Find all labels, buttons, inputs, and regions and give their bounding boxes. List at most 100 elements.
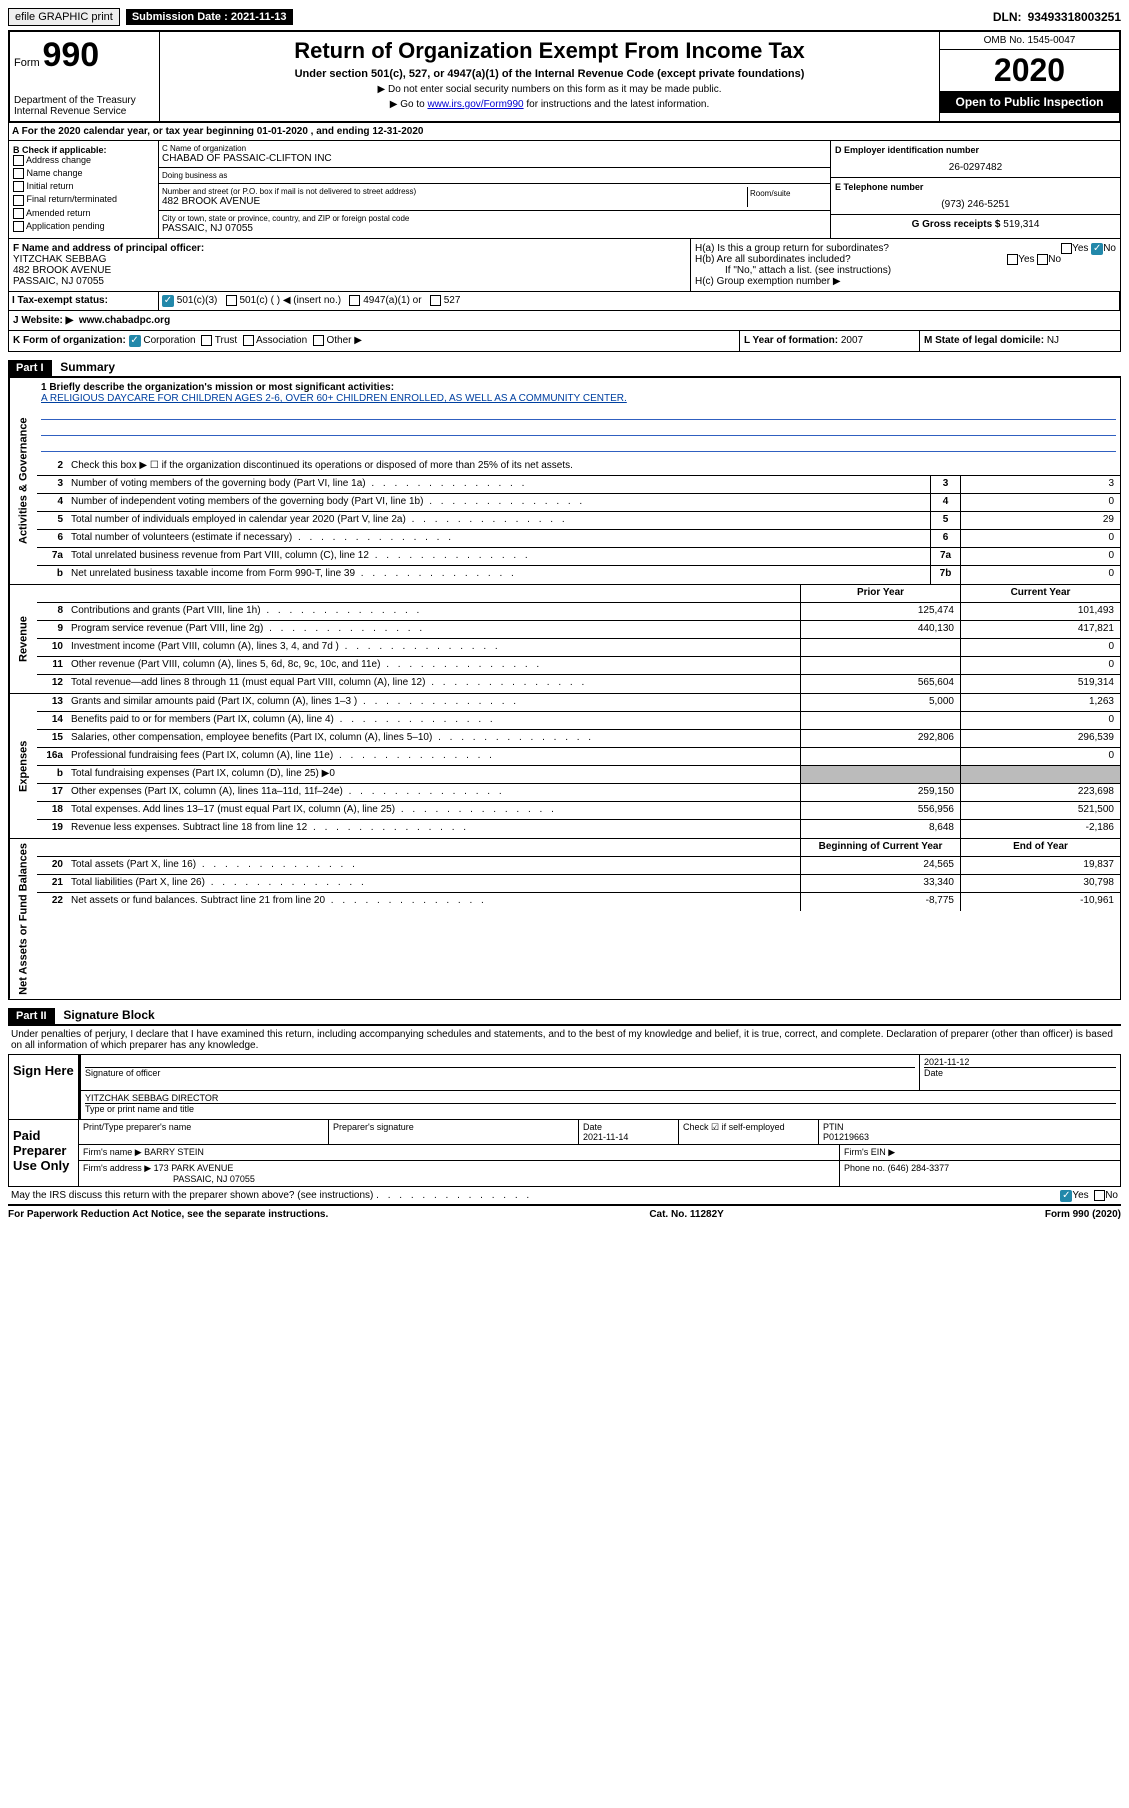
table-row: 5 Total number of individuals employed i… <box>37 512 1120 530</box>
row-k: K Form of organization: ✓ Corporation Tr… <box>8 331 1121 352</box>
officer-addr1: 482 BROOK AVENUE <box>13 265 111 276</box>
q1-label: 1 Briefly describe the organization's mi… <box>41 382 394 393</box>
expenses-table: Expenses 13 Grants and similar amounts p… <box>8 694 1121 839</box>
chk-initial-return[interactable]: Initial return <box>13 181 154 192</box>
chk-address-change[interactable]: Address change <box>13 155 154 166</box>
footer: For Paperwork Reduction Act Notice, see … <box>8 1206 1121 1223</box>
table-row: 20 Total assets (Part X, line 16) 24,565… <box>37 857 1120 875</box>
netassets-table: Net Assets or Fund Balances Beginning of… <box>8 839 1121 1000</box>
city-label: City or town, state or province, country… <box>162 214 827 223</box>
phone-value: (973) 246-5251 <box>835 193 1116 210</box>
officer-label: F Name and address of principal officer: <box>13 243 204 254</box>
table-row: 17 Other expenses (Part IX, column (A), … <box>37 784 1120 802</box>
entity-block: B Check if applicable: Address change Na… <box>8 141 1121 239</box>
room-suite: Room/suite <box>747 187 827 207</box>
paid-preparer-section: Paid Preparer Use Only Print/Type prepar… <box>8 1120 1121 1187</box>
revenue-table: Revenue Prior YearCurrent Year 8 Contrib… <box>8 585 1121 694</box>
irs-link[interactable]: www.irs.gov/Form990 <box>427 99 523 110</box>
table-row: 22 Net assets or fund balances. Subtract… <box>37 893 1120 911</box>
chk-name-change[interactable]: Name change <box>13 168 154 179</box>
table-row: 7a Total unrelated business revenue from… <box>37 548 1120 566</box>
sig-officer-label: Signature of officer <box>85 1067 915 1078</box>
col-end: End of Year <box>960 839 1120 856</box>
inspection-notice: Open to Public Inspection <box>940 91 1119 113</box>
dln-value: 93493318003251 <box>1028 10 1121 24</box>
table-row: 19 Revenue less expenses. Subtract line … <box>37 820 1120 838</box>
table-row: 15 Salaries, other compensation, employe… <box>37 730 1120 748</box>
chk-association[interactable] <box>243 335 254 346</box>
row-fgh: F Name and address of principal officer:… <box>8 239 1121 292</box>
chk-501c3[interactable]: ✓ <box>162 295 174 307</box>
col-current: Current Year <box>960 585 1120 602</box>
chk-corporation[interactable]: ✓ <box>129 335 141 347</box>
year-formation: 2007 <box>841 335 863 346</box>
sig-date: 2021-11-12 <box>924 1057 969 1067</box>
h-b-note: If "No," attach a list. (see instruction… <box>695 265 1116 276</box>
table-row: b Net unrelated business taxable income … <box>37 566 1120 584</box>
table-row: 16a Professional fundraising fees (Part … <box>37 748 1120 766</box>
department: Department of the Treasury Internal Reve… <box>14 95 155 117</box>
officer-name-title: YITZCHAK SEBBAG DIRECTOR <box>85 1093 218 1103</box>
sign-here-section: Sign Here Signature of officer 2021-11-1… <box>8 1055 1121 1120</box>
paid-preparer-label: Paid Preparer Use Only <box>9 1120 79 1186</box>
submission-date: Submission Date : 2021-11-13 <box>126 9 293 25</box>
row-j: J Website: ▶ www.chabadpc.org <box>8 311 1121 331</box>
table-row: 18 Total expenses. Add lines 13–17 (must… <box>37 802 1120 820</box>
chk-application-pending[interactable]: Application pending <box>13 221 154 232</box>
table-row: 11 Other revenue (Part VIII, column (A),… <box>37 657 1120 675</box>
org-name: CHABAD OF PASSAIC-CLIFTON INC <box>162 153 332 164</box>
tax-year: 2020 <box>940 50 1119 91</box>
instruction-2: ▶ Go to www.irs.gov/Form990 for instruct… <box>166 99 933 110</box>
gross-receipts-value: 519,314 <box>1003 219 1039 230</box>
form-ref: Form 990 (2020) <box>1045 1209 1121 1220</box>
h-b: H(b) Are all subordinates included? Yes … <box>695 254 1116 265</box>
phone-label: E Telephone number <box>835 182 923 192</box>
top-bar: efile GRAPHIC print Submission Date : 20… <box>8 8 1121 26</box>
part1-title: Summary <box>60 360 115 374</box>
prep-phone: (646) 284-3377 <box>888 1163 950 1173</box>
chk-final-return[interactable]: Final return/terminated <box>13 194 154 205</box>
chk-amended-return[interactable]: Amended return <box>13 208 154 219</box>
firm-addr1: 173 PARK AVENUE <box>154 1163 234 1173</box>
table-row: 10 Investment income (Part VIII, column … <box>37 639 1120 657</box>
side-expenses: Expenses <box>9 694 37 838</box>
org-name-label: C Name of organization <box>162 144 827 153</box>
street-label: Number and street (or P.O. box if mail i… <box>162 187 747 196</box>
table-row: 13 Grants and similar amounts paid (Part… <box>37 694 1120 712</box>
h-a: H(a) Is this a group return for subordin… <box>695 243 1116 254</box>
firm-name: BARRY STEIN <box>144 1147 204 1157</box>
h-c: H(c) Group exemption number ▶ <box>695 276 1116 287</box>
chk-501c[interactable] <box>226 295 237 306</box>
governance-table: Activities & Governance 1 Briefly descri… <box>8 378 1121 585</box>
chk-527[interactable] <box>430 295 441 306</box>
part2-title: Signature Block <box>63 1008 154 1022</box>
row-i: I Tax-exempt status: ✓ 501(c)(3) 501(c) … <box>8 292 1121 311</box>
chk-4947[interactable] <box>349 295 360 306</box>
form-number: 990 <box>42 36 99 74</box>
street-value: 482 BROOK AVENUE <box>162 196 260 207</box>
part2-header: Part II <box>8 1008 55 1024</box>
table-row: 9 Program service revenue (Part VIII, li… <box>37 621 1120 639</box>
q2-text: Check this box ▶ ☐ if the organization d… <box>67 458 1120 475</box>
state-domicile: NJ <box>1047 335 1059 346</box>
col-prior: Prior Year <box>800 585 960 602</box>
table-row: 6 Total number of volunteers (estimate i… <box>37 530 1120 548</box>
table-row: 4 Number of independent voting members o… <box>37 494 1120 512</box>
table-row: 14 Benefits paid to or for members (Part… <box>37 712 1120 730</box>
ptin-value: P01219663 <box>823 1132 869 1142</box>
officer-name: YITZCHAK SEBBAG <box>13 254 106 265</box>
box-b: B Check if applicable: Address change Na… <box>9 141 159 238</box>
sign-here-label: Sign Here <box>9 1055 79 1119</box>
form-header: Form 990 Department of the Treasury Inte… <box>8 30 1121 123</box>
pra-notice: For Paperwork Reduction Act Notice, see … <box>8 1209 328 1220</box>
dln-label: DLN: <box>993 10 1022 24</box>
dba-label: Doing business as <box>162 171 827 180</box>
ein-label: D Employer identification number <box>835 145 979 155</box>
chk-trust[interactable] <box>201 335 212 346</box>
side-governance: Activities & Governance <box>9 378 37 584</box>
table-row: b Total fundraising expenses (Part IX, c… <box>37 766 1120 784</box>
chk-other[interactable] <box>313 335 324 346</box>
penalty-statement: Under penalties of perjury, I declare th… <box>8 1026 1121 1055</box>
mission-text: A RELIGIOUS DAYCARE FOR CHILDREN AGES 2-… <box>41 393 627 404</box>
section-a: A For the 2020 calendar year, or tax yea… <box>8 123 1121 141</box>
